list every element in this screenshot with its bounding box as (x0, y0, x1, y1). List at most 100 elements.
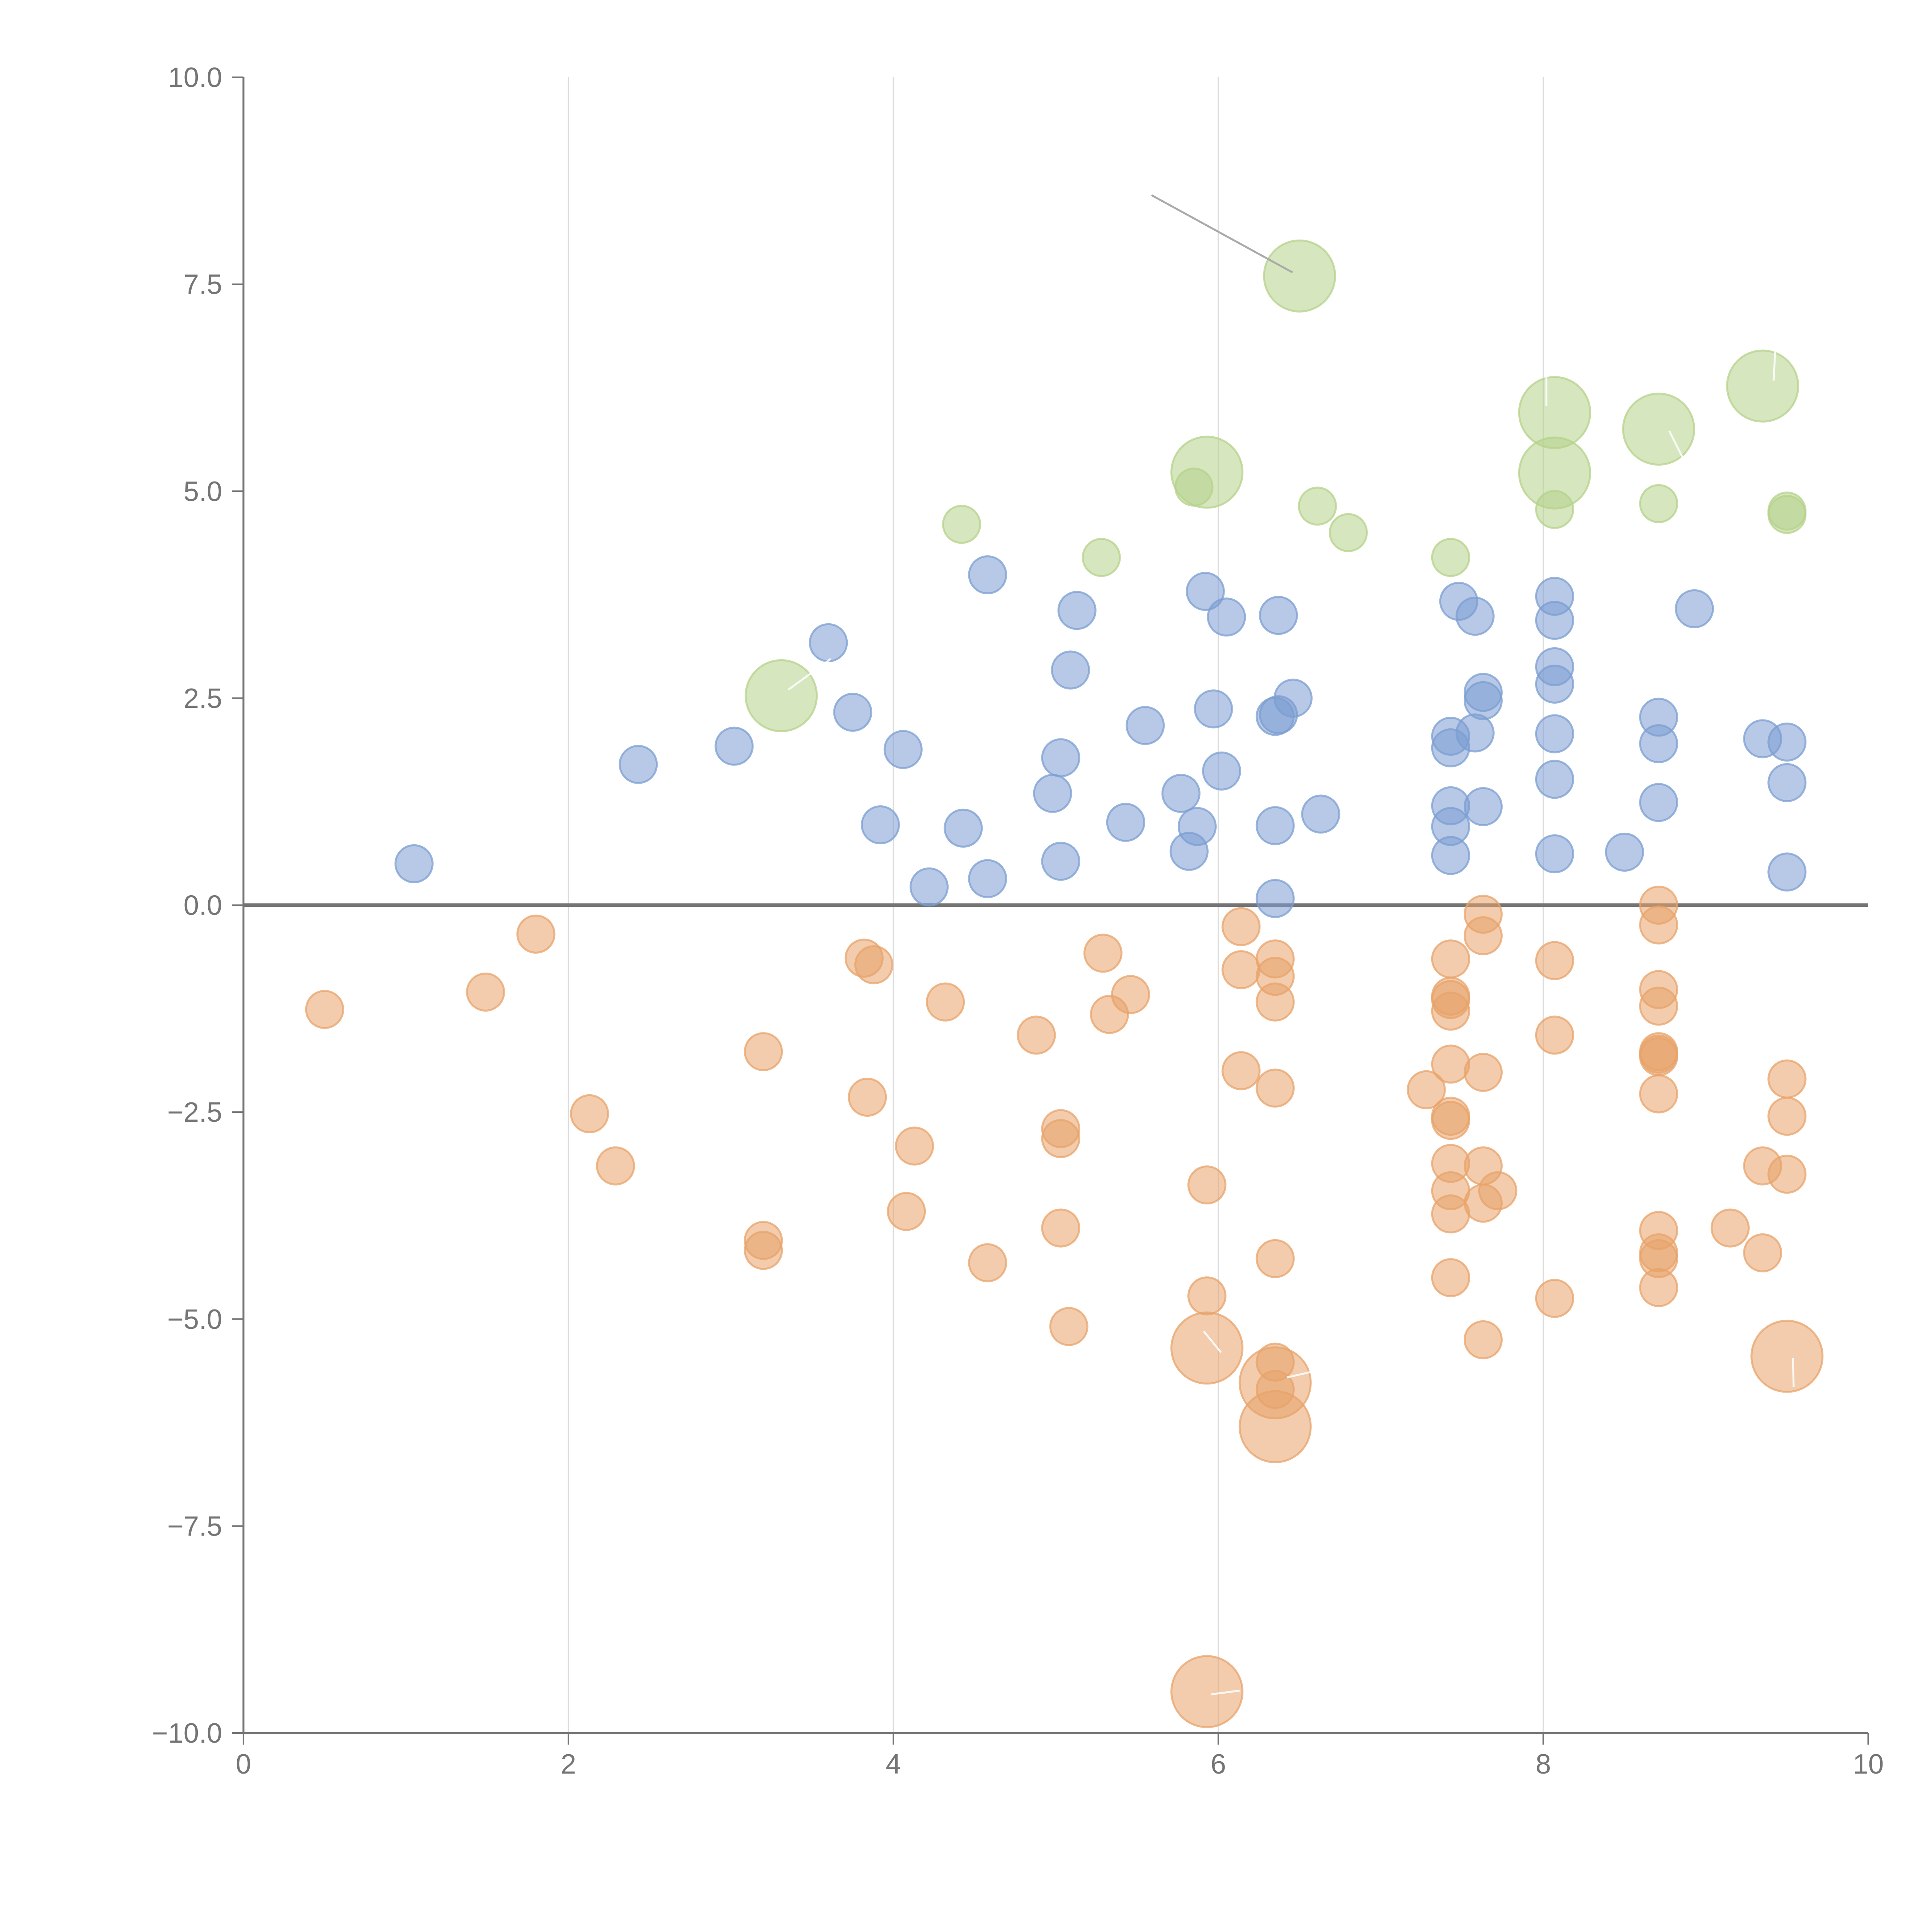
y-tick-label: 7.5 (184, 269, 222, 300)
positive-bubble (861, 805, 900, 845)
leader-line (1286, 1371, 1312, 1379)
negative-bubble (926, 982, 965, 1022)
negative-bubble (305, 990, 344, 1029)
negative-bubble (1767, 1097, 1807, 1136)
negative-bubble (1431, 1194, 1470, 1234)
negative-bubble (968, 1243, 1007, 1282)
x-tick-label: 4 (886, 1749, 901, 1780)
positive-bubble (1255, 879, 1295, 918)
positive-bubble (1767, 852, 1807, 892)
positive-bubble (714, 726, 754, 766)
y-tick-label: 0.0 (184, 890, 222, 921)
leader-line (1211, 1689, 1241, 1696)
positive-bubble (1207, 597, 1246, 637)
positive-bubble (809, 623, 848, 662)
negative-bubble (1431, 1258, 1470, 1298)
positive-bubble (1639, 697, 1679, 737)
high-bubble (1431, 538, 1470, 577)
negative-bubble (570, 1094, 609, 1133)
negative-bubble (895, 1126, 934, 1166)
positive-bubble (1255, 806, 1295, 845)
positive-bubble (1273, 679, 1313, 718)
positive-bubble (910, 867, 949, 906)
bubble-layer (305, 239, 1824, 1728)
y-tick-label: 2.5 (184, 683, 222, 714)
negative-bubble (1535, 1279, 1574, 1318)
x-tick-label: 6 (1211, 1749, 1226, 1780)
negative-bubble (1478, 1171, 1517, 1211)
high-bubble (1082, 538, 1121, 577)
negative-bubble (1767, 1155, 1807, 1194)
negative-bubble (1767, 1059, 1807, 1099)
positive-bubble (1106, 803, 1145, 842)
positive-bubble (883, 730, 923, 769)
high-bubble (1298, 486, 1337, 526)
positive-bubble (1057, 591, 1097, 630)
positive-bubble (1535, 834, 1574, 874)
negative-bubble (1017, 1015, 1056, 1055)
positive-bubble (1041, 738, 1080, 777)
negative-bubble (1639, 905, 1679, 945)
high-bubble (1170, 435, 1244, 509)
positive-bubble (1675, 589, 1714, 628)
positive-bubble (968, 859, 1007, 898)
negative-bubble (744, 1032, 783, 1071)
high-bubble (1328, 513, 1368, 552)
negative-bubble (1187, 1165, 1227, 1205)
y-tick-label: 10.0 (168, 62, 222, 93)
negative-bubble (1221, 950, 1261, 990)
positive-bubble (1431, 786, 1470, 825)
positive-bubble (1301, 794, 1340, 834)
negative-bubble (1431, 1044, 1470, 1084)
positive-bubble (1455, 597, 1495, 636)
x-tick-label: 10 (1853, 1749, 1884, 1780)
positive-bubble (968, 555, 1007, 595)
negative-bubble (1083, 934, 1122, 973)
negative-bubble (1463, 1053, 1503, 1092)
negative-bubble (1187, 1276, 1227, 1316)
positive-bubble (1185, 571, 1225, 611)
negative-bubble (1049, 1307, 1088, 1346)
positive-bubble (1126, 706, 1165, 745)
positive-bubble (1051, 650, 1090, 690)
positive-bubble (1535, 714, 1574, 753)
high-bubble (1622, 393, 1696, 466)
positive-bubble (1202, 751, 1241, 791)
y-tick-label: −7.5 (167, 1511, 222, 1542)
negative-bubble (596, 1146, 635, 1185)
negative-bubble (1639, 1074, 1679, 1114)
high-bubble (745, 659, 818, 732)
leader-line (1668, 430, 1684, 459)
high-bubble (1726, 349, 1799, 423)
negative-bubble (1431, 939, 1470, 979)
positive-bubble (833, 692, 872, 732)
y-tick-label: −10.0 (152, 1718, 222, 1749)
negative-bubble (1170, 1655, 1244, 1728)
positive-bubble (1605, 832, 1644, 872)
high-bubble (1639, 484, 1679, 523)
negative-bubble (1170, 1311, 1244, 1385)
positive-bubble (944, 808, 983, 848)
positive-bubble (1535, 577, 1574, 616)
negative-bubble (1041, 1119, 1080, 1158)
negative-bubble (1238, 1390, 1312, 1463)
negative-bubble (1463, 916, 1503, 956)
negative-bubble (1535, 1015, 1574, 1055)
positive-bubble (395, 844, 434, 883)
x-tick-label: 2 (561, 1749, 576, 1780)
negative-bubble (1535, 941, 1574, 980)
negative-bubble (1255, 1068, 1295, 1108)
high-bubble (1263, 239, 1336, 313)
negative-bubble (466, 972, 505, 1012)
negative-bubble (1639, 1268, 1679, 1307)
negative-bubble (1221, 1051, 1261, 1090)
leader-line (1203, 1330, 1222, 1353)
label-layer (787, 194, 1795, 1696)
positive-bubble (1033, 774, 1072, 813)
positive-bubble (1535, 647, 1574, 686)
axis-layer: 0 2 4 6 8 10 10.0 7.5 5.0 2.5 0.0 −2.5 −5.0 −7.5 −10.0 (152, 62, 1884, 1780)
negative-bubble (1639, 986, 1679, 1026)
negative-bubble (1431, 992, 1470, 1031)
